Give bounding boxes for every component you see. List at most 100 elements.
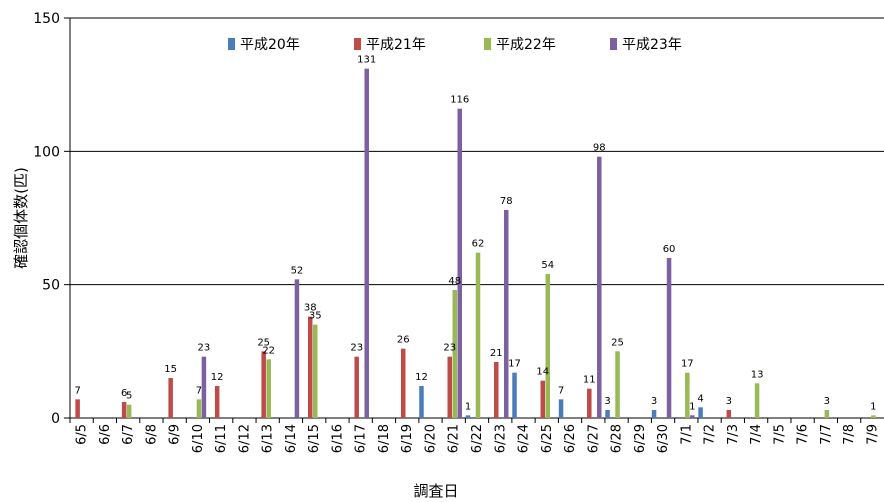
data-label: 3 [651, 396, 657, 407]
x-tick-label: 6/20 [423, 424, 438, 453]
bar [400, 348, 406, 418]
x-tick-label: 6/11 [214, 424, 229, 453]
x-tick-label: 7/2 [703, 424, 718, 445]
legend-swatch [354, 38, 361, 50]
data-label: 3 [604, 396, 610, 407]
data-label: 1 [870, 401, 876, 412]
data-label: 62 [472, 239, 485, 250]
bar [824, 410, 830, 418]
bar [475, 252, 481, 418]
bar [726, 410, 732, 418]
bar [545, 274, 551, 418]
bar [266, 359, 271, 418]
legend-swatch [610, 38, 617, 50]
data-label: 5 [126, 391, 132, 402]
data-label: 23 [198, 343, 211, 354]
bar [605, 410, 610, 418]
data-label: 1 [689, 401, 695, 412]
x-tick-label: 7/4 [749, 424, 764, 445]
x-tick-label: 6/30 [656, 424, 671, 453]
data-label: 48 [448, 276, 461, 287]
data-label: 22 [262, 345, 275, 356]
x-tick-label: 6/28 [610, 424, 625, 453]
data-label: 26 [397, 335, 410, 346]
data-label: 98 [593, 143, 606, 154]
legend-label: 平成23年 [622, 37, 682, 53]
data-label: 25 [257, 337, 270, 348]
data-label: 21 [490, 348, 503, 359]
x-tick-label: 6/24 [517, 424, 532, 453]
data-label: 17 [508, 359, 521, 370]
data-label: 12 [211, 372, 224, 383]
data-label: 7 [74, 385, 80, 396]
bar [168, 378, 173, 418]
x-tick-label: 6/5 [75, 424, 90, 445]
x-tick-label: 7/5 [772, 424, 787, 445]
data-label: 15 [164, 364, 177, 375]
x-tick-label: 6/18 [377, 424, 392, 453]
data-label: 25 [611, 337, 624, 348]
data-label: 23 [350, 343, 363, 354]
x-tick-label: 6/29 [633, 424, 648, 453]
x-tick-label: 6/6 [98, 424, 113, 445]
data-label: 6 [121, 388, 127, 399]
bar [494, 362, 499, 418]
data-label: 4 [697, 393, 703, 404]
x-tick-label: 6/26 [563, 424, 578, 453]
bar [196, 399, 202, 418]
bar [364, 68, 369, 419]
x-tick-label: 6/25 [540, 424, 555, 453]
data-label: 12 [415, 372, 428, 383]
bar [651, 410, 657, 418]
data-label: 3 [726, 396, 732, 407]
bar [312, 324, 318, 418]
bar [452, 290, 457, 418]
x-axis-title: 調査日 [413, 482, 458, 500]
x-tick-label: 7/6 [796, 424, 811, 445]
bar [871, 415, 876, 418]
legend-swatch [484, 38, 491, 50]
bar [504, 210, 509, 418]
bar [587, 388, 592, 418]
y-tick-label: 150 [33, 11, 60, 27]
legend-label: 平成20年 [240, 37, 300, 53]
data-label: 7 [558, 385, 564, 396]
bar [447, 356, 452, 418]
data-label: 17 [681, 359, 694, 370]
y-tick-label: 100 [33, 144, 60, 160]
bar [457, 108, 462, 419]
bar [307, 316, 313, 418]
x-tick-label: 7/8 [842, 424, 857, 445]
bar [690, 415, 695, 418]
x-tick-label: 6/15 [307, 424, 322, 453]
x-tick-label: 6/23 [493, 424, 508, 453]
bar [201, 356, 207, 418]
legend-label: 平成21年 [366, 37, 426, 53]
x-tick-label: 6/13 [261, 424, 276, 453]
data-label: 60 [663, 244, 676, 255]
legend-label: 平成22年 [496, 37, 556, 53]
x-tick-label: 6/19 [400, 424, 415, 453]
bar [754, 383, 760, 418]
data-label: 1 [465, 401, 471, 412]
bar [685, 372, 690, 418]
bar [558, 399, 564, 418]
x-tick-label: 6/8 [144, 424, 159, 445]
data-label: 11 [583, 375, 596, 386]
bar [615, 351, 620, 418]
x-tick-label: 6/7 [121, 424, 136, 445]
bar [597, 156, 602, 418]
bar [354, 356, 359, 418]
x-tick-label: 6/10 [191, 424, 206, 453]
data-label: 116 [450, 95, 469, 106]
data-label: 38 [304, 303, 317, 314]
x-tick-label: 7/7 [819, 424, 834, 445]
data-label: 23 [443, 343, 456, 354]
bar [419, 386, 424, 418]
x-tick-label: 6/22 [470, 424, 485, 453]
data-label: 7 [196, 385, 202, 396]
x-tick-label: 7/9 [865, 424, 880, 445]
x-tick-label: 6/16 [330, 424, 345, 453]
